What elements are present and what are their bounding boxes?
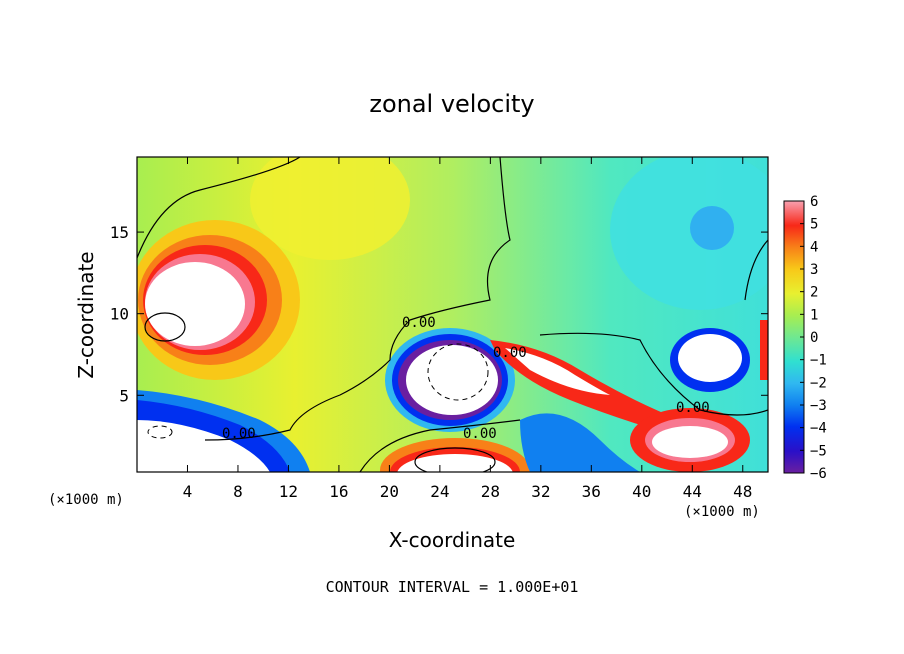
plot-frame bbox=[136, 156, 769, 473]
x-tick-label: 40 bbox=[632, 482, 651, 501]
colorbar-tick-label: −2 bbox=[810, 375, 827, 391]
x-tick-label: 28 bbox=[481, 482, 500, 501]
colorbar-tick-label: 2 bbox=[810, 285, 818, 301]
y-axis-label: Z-coordinate bbox=[74, 251, 98, 378]
y-tick-label: 15 bbox=[110, 223, 129, 242]
y-tick-label: 5 bbox=[119, 386, 129, 405]
contour-label: 0.00 bbox=[676, 400, 710, 416]
colorbar-ticks: 6 5 4 3 2 1 0 −1 −2 −3 −4 −5 −6 bbox=[800, 194, 827, 482]
x-tick-label: 44 bbox=[683, 482, 702, 501]
x-tick-label: 20 bbox=[380, 482, 399, 501]
heatmap-field bbox=[137, 157, 768, 472]
x-tick-label: 4 bbox=[183, 482, 193, 501]
x-unit-left: (×1000 m) bbox=[48, 492, 124, 508]
contour-label: 0.00 bbox=[402, 315, 436, 331]
colorbar-tick-label: 3 bbox=[810, 262, 818, 278]
colorbar-tick-label: 0 bbox=[810, 330, 818, 346]
contour-label: 0.00 bbox=[222, 426, 256, 442]
colorbar-tick-label: −1 bbox=[810, 353, 827, 369]
colorbar-tick-label: −6 bbox=[810, 466, 827, 482]
chart-title: zonal velocity bbox=[369, 90, 534, 118]
colorbar-tick-label: −3 bbox=[810, 398, 827, 414]
x-tick-label: 32 bbox=[531, 482, 550, 501]
x-axis: 4 8 12 16 20 24 28 32 36 40 44 48 bbox=[183, 157, 752, 501]
colorbar-tick-label: −4 bbox=[810, 421, 827, 437]
x-tick-label: 8 bbox=[233, 482, 243, 501]
x-tick-label: 48 bbox=[733, 482, 752, 501]
x-unit-right: (×1000 m) bbox=[684, 504, 760, 520]
colorbar-tick-label: −5 bbox=[810, 443, 827, 459]
colorbar-tick-label: 6 bbox=[810, 194, 818, 210]
contour-labels: 0.00 0.00 0.00 0.00 0.00 bbox=[222, 315, 710, 442]
y-axis: 5 10 15 bbox=[110, 223, 768, 405]
contour-interval: CONTOUR INTERVAL = 1.000E+01 bbox=[326, 578, 579, 596]
x-tick-label: 16 bbox=[329, 482, 348, 501]
colorbar-tick-label: 1 bbox=[810, 307, 818, 323]
x-axis-label: X-coordinate bbox=[389, 528, 516, 552]
colorbar-tick-label: 4 bbox=[810, 239, 818, 255]
x-tick-label: 24 bbox=[430, 482, 449, 501]
contour-label: 0.00 bbox=[463, 426, 497, 442]
x-tick-label: 12 bbox=[279, 482, 298, 501]
contour-label: 0.00 bbox=[493, 345, 527, 361]
x-tick-label: 36 bbox=[582, 482, 601, 501]
colorbar-tick-label: 5 bbox=[810, 217, 818, 233]
y-tick-label: 10 bbox=[110, 305, 129, 324]
